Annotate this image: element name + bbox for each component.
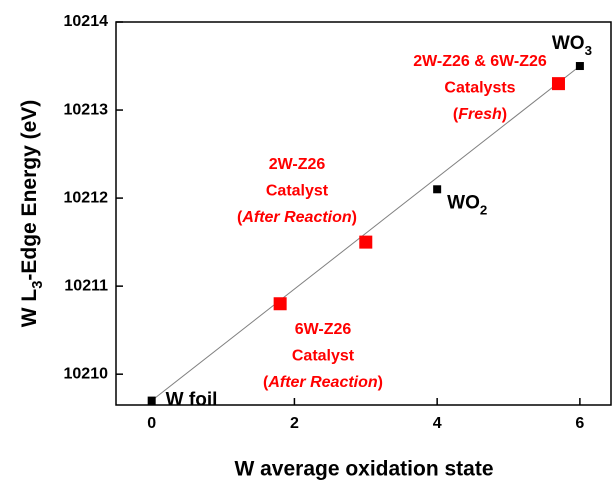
x-tick-label: 6 (575, 415, 584, 432)
text-part: 6W-Z26 (295, 321, 352, 338)
text-part: WO (552, 33, 585, 54)
point-label: WO2 (447, 192, 487, 217)
point-label: WO3 (552, 33, 592, 58)
y-tick-label: 10213 (64, 101, 109, 118)
text-part: -Edge Energy (eV) (18, 100, 41, 281)
y-tick-label: 10210 (64, 365, 109, 382)
x-tick-label: 4 (433, 415, 442, 432)
x-axis-label: W average oxidation state (234, 458, 493, 481)
text-part: ( (237, 209, 243, 226)
text-part: Fresh (458, 106, 502, 123)
annotation: (After Reaction) (263, 374, 383, 391)
text-part: ) (378, 374, 383, 391)
text-part: After Reaction (241, 209, 352, 226)
data-point (273, 297, 287, 311)
fit-line (151, 65, 581, 401)
plot-frame (115, 21, 612, 406)
y-tick-label: 10211 (64, 277, 108, 294)
y-tick-label: 10212 (64, 189, 109, 206)
text-part: 3 (30, 281, 46, 289)
point-label: W foil (166, 390, 218, 411)
x-tick-label: 2 (290, 415, 299, 432)
annotation: 6W-Z26 (295, 321, 352, 338)
annotation: Catalyst (292, 348, 355, 365)
x-tick-label: 0 (147, 415, 156, 432)
text-part: ( (263, 374, 269, 391)
text-part: Catalyst (266, 183, 329, 200)
data-point (147, 396, 156, 405)
text-part: W foil (166, 390, 218, 411)
annotation: 2W-Z26 & 6W-Z26 (413, 53, 547, 70)
data-point (575, 62, 584, 71)
text-part: ) (352, 209, 357, 226)
annotation: Catalyst (266, 183, 329, 200)
text-part: 3 (585, 43, 592, 58)
y-axis-label: W L3-Edge Energy (eV) (18, 100, 46, 328)
data-point (551, 77, 565, 91)
text-part: W L (18, 289, 41, 328)
text-part: WO (447, 192, 480, 213)
text-part: ( (453, 106, 459, 123)
data-point (433, 185, 442, 194)
text-part: Catalysts (444, 80, 515, 97)
text-part: Catalyst (292, 348, 355, 365)
text-part: 2 (480, 202, 487, 217)
annotation: 2W-Z26 (269, 156, 326, 173)
data-point (359, 235, 373, 249)
text-part: 2W-Z26 (269, 156, 326, 173)
text-part: ) (502, 106, 507, 123)
annotation: (After Reaction) (237, 209, 357, 226)
annotation: (Fresh) (453, 106, 507, 123)
annotation: Catalysts (444, 80, 515, 97)
y-tick-label: 10214 (64, 13, 109, 30)
text-part: After Reaction (267, 374, 378, 391)
text-part: 2W-Z26 & 6W-Z26 (413, 53, 547, 70)
